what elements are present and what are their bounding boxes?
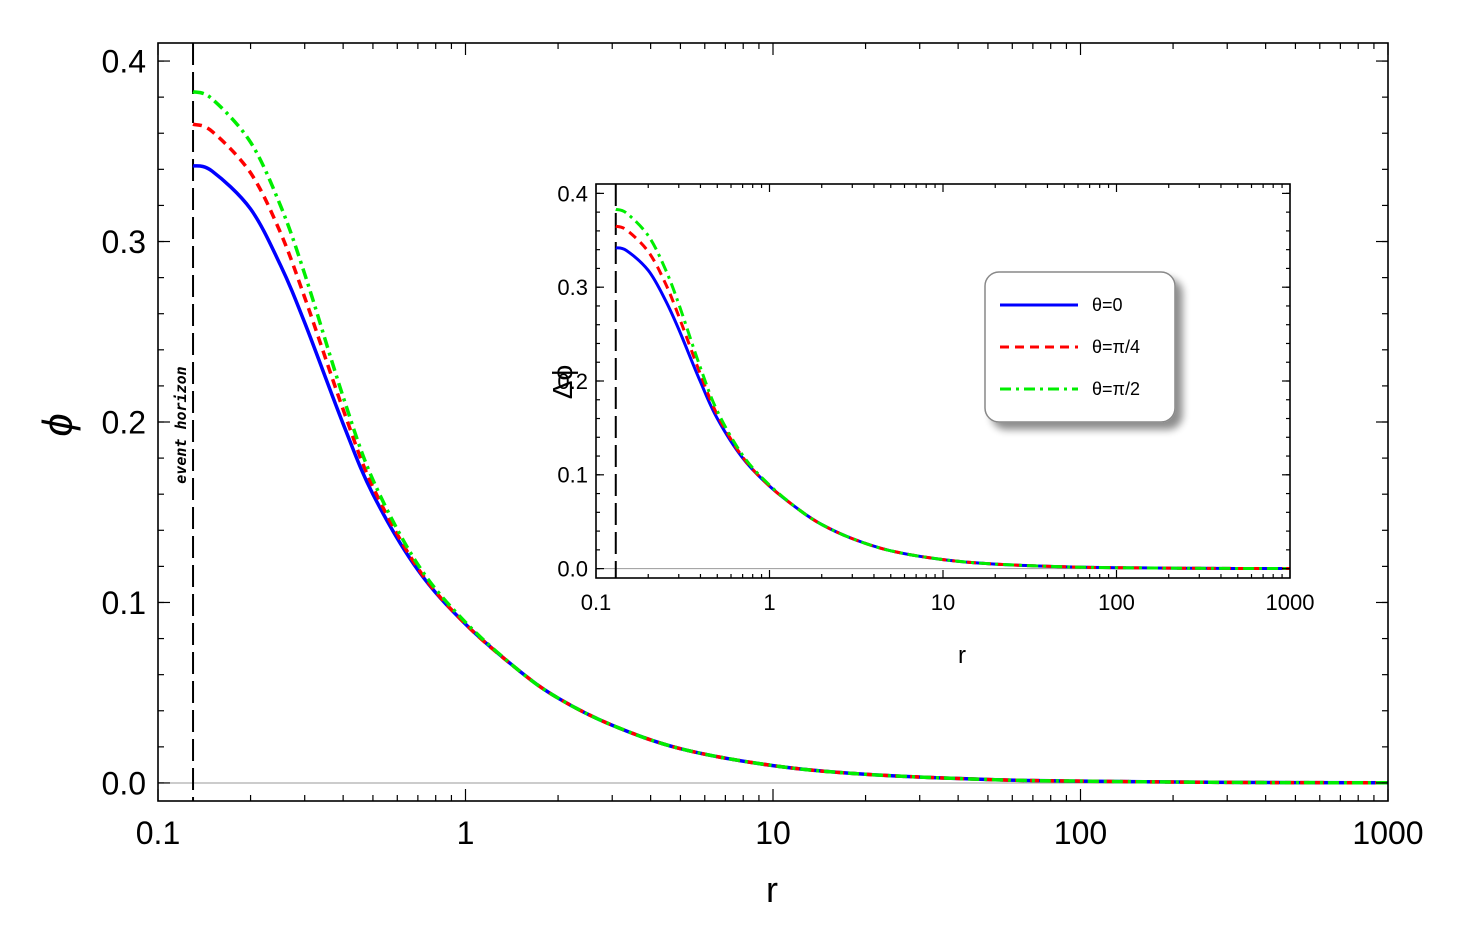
inset-x-axis-label: r bbox=[958, 642, 966, 669]
legend: θ=0 θ=π/4 θ=π/2 bbox=[984, 271, 1176, 423]
inset-y-tick-label: 0.1 bbox=[557, 463, 588, 488]
main-series-3-line bbox=[192, 89, 1389, 785]
main-axes: 0.1 1 10 100 1000 0.0 0.1 0.2 0.3 0.4 bbox=[102, 42, 1424, 851]
main-series-group bbox=[158, 43, 1389, 801]
inset-x-tick-label: 1 bbox=[763, 590, 775, 615]
inset-series-group bbox=[596, 184, 1291, 578]
inset-y-tick-label: 0.2 bbox=[557, 369, 588, 394]
main-y-tick-label: 0.2 bbox=[102, 405, 146, 441]
inset-x-tick-label: 10 bbox=[931, 590, 955, 615]
main-y-axis-label: ϕ bbox=[34, 413, 81, 436]
inset-y-tick-label: 0.4 bbox=[557, 181, 588, 206]
main-x-tick-label: 1000 bbox=[1352, 815, 1423, 851]
inset-axes: 0.1 1 10 100 1000 0.0 0.1 0.2 0.3 0.4 bbox=[557, 181, 1314, 615]
legend-label-1: θ=0 bbox=[1092, 295, 1123, 315]
main-x-tick-label: 100 bbox=[1054, 815, 1107, 851]
main-y-tick-label: 0.3 bbox=[102, 224, 146, 260]
event-horizon-annotation: event horizon bbox=[172, 366, 190, 483]
legend-box bbox=[984, 271, 1176, 423]
main-x-tick-label: 1 bbox=[457, 815, 475, 851]
inset-series-3-line bbox=[615, 207, 1291, 570]
main-y-tick-label: 0.4 bbox=[102, 44, 146, 80]
inset-y-tick-label: 0.0 bbox=[557, 557, 588, 582]
inset-y-tick-label: 0.3 bbox=[557, 275, 588, 300]
main-x-tick-label: 0.1 bbox=[136, 815, 180, 851]
main-y-tick-label: 0.1 bbox=[102, 585, 146, 621]
inset-x-tick-label: 100 bbox=[1098, 590, 1135, 615]
inset-x-tick-label: 1000 bbox=[1266, 590, 1315, 615]
main-x-tick-label: 10 bbox=[755, 815, 791, 851]
legend-label-2: θ=π/4 bbox=[1092, 337, 1140, 357]
legend-label-3: θ=π/2 bbox=[1092, 379, 1140, 399]
inset-chart: 0.1 1 10 100 1000 0.0 0.1 0.2 0.3 0.4 r Δϕ θ=0 θ=π… bbox=[547, 181, 1314, 669]
inset-y-axis-label: Δϕ bbox=[547, 365, 578, 399]
inset-x-tick-label: 0.1 bbox=[581, 590, 612, 615]
main-chart: 0.1 1 10 100 1000 0.0 0.1 0.2 0.3 0.4 r ϕ event h… bbox=[34, 42, 1424, 910]
main-y-tick-label: 0.0 bbox=[102, 765, 146, 801]
main-x-axis-label: r bbox=[766, 869, 778, 910]
